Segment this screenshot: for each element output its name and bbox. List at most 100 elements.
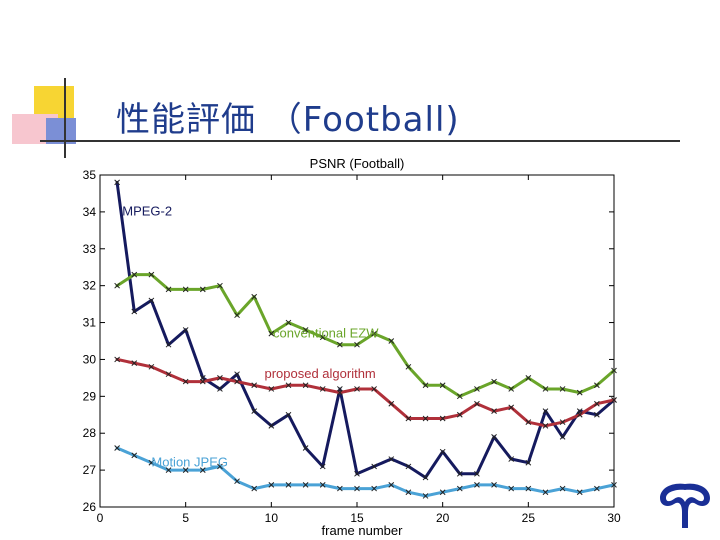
data-point-mjpeg xyxy=(268,482,275,488)
point-mark xyxy=(165,286,172,293)
data-point-ezw xyxy=(148,271,155,278)
point-mark xyxy=(422,382,429,389)
point-mark xyxy=(594,382,600,389)
data-point-mjpeg xyxy=(422,493,429,499)
data-point-mpeg2 xyxy=(319,463,326,470)
data-point-mpeg2 xyxy=(302,445,309,451)
data-point-ezw xyxy=(302,327,309,333)
data-point-proposed xyxy=(182,378,189,385)
point-mark xyxy=(148,297,155,304)
data-point-proposed xyxy=(114,356,120,363)
point-mark xyxy=(114,356,120,363)
data-point-mpeg2 xyxy=(114,179,120,186)
y-tick-label: 31 xyxy=(83,316,97,330)
point-mark xyxy=(268,482,275,488)
data-point-proposed xyxy=(576,411,583,418)
point-mark xyxy=(456,393,463,400)
data-point-proposed xyxy=(611,397,617,403)
data-point-proposed xyxy=(148,363,155,370)
data-point-proposed xyxy=(422,415,429,422)
x-tick-label: 20 xyxy=(436,511,450,525)
data-point-proposed xyxy=(525,419,532,426)
point-mark xyxy=(525,459,532,466)
point-mark xyxy=(559,419,566,426)
point-mark xyxy=(337,389,343,396)
data-point-mjpeg xyxy=(525,485,532,492)
data-point-proposed xyxy=(268,386,275,392)
point-mark xyxy=(474,386,480,392)
data-point-proposed xyxy=(508,404,515,411)
data-point-ezw xyxy=(439,382,446,389)
data-point-mjpeg xyxy=(337,485,343,492)
data-point-mjpeg xyxy=(576,489,583,496)
data-point-mjpeg xyxy=(354,485,360,492)
data-point-mpeg2 xyxy=(182,327,189,333)
y-tick-label: 30 xyxy=(83,352,97,366)
data-point-ezw xyxy=(611,367,617,374)
point-mark xyxy=(354,470,360,477)
point-mark xyxy=(439,382,446,389)
data-point-proposed xyxy=(251,382,258,389)
point-mark xyxy=(354,386,360,392)
data-point-mpeg2 xyxy=(217,386,223,392)
point-mark xyxy=(456,470,463,477)
data-point-proposed xyxy=(388,400,395,407)
data-point-mpeg2 xyxy=(268,422,275,429)
decor-square-blue xyxy=(46,118,76,144)
point-mark xyxy=(285,411,292,418)
point-mark xyxy=(302,445,309,451)
point-mark xyxy=(422,474,429,481)
point-mark xyxy=(508,386,515,392)
point-mark xyxy=(182,378,189,385)
data-point-proposed xyxy=(131,360,138,366)
data-point-mjpeg xyxy=(508,485,515,492)
axes: 0 5 10 15 20 25 30 26 27 28 29 30 31 32 33 34 35 xyxy=(83,168,621,525)
point-mark xyxy=(354,485,360,492)
data-point-ezw xyxy=(234,312,240,319)
point-mark xyxy=(422,415,429,422)
series-label-mjpeg: Motion JPEG xyxy=(151,454,228,469)
data-point-mpeg2 xyxy=(525,459,532,466)
university-logo-icon xyxy=(660,483,710,528)
data-point-ezw xyxy=(337,341,343,348)
data-point-mjpeg xyxy=(559,485,566,492)
point-mark xyxy=(474,400,480,407)
point-mark xyxy=(114,445,120,451)
data-point-proposed xyxy=(337,389,343,396)
point-mark xyxy=(474,470,480,477)
point-mark xyxy=(576,489,583,496)
data-point-ezw xyxy=(251,293,258,300)
data-point-proposed xyxy=(234,378,240,385)
point-mark xyxy=(337,341,343,348)
point-mark xyxy=(405,489,412,496)
data-point-mjpeg xyxy=(611,482,617,488)
data-point-mjpeg xyxy=(131,452,138,459)
data-point-mpeg2 xyxy=(508,456,515,462)
point-mark xyxy=(456,485,463,492)
y-tick-label: 27 xyxy=(83,463,97,477)
point-mark xyxy=(388,456,395,462)
series-line-proposed xyxy=(115,357,616,428)
annotation-layer: MPEG-2 conventional EZW proposed algorithm… xyxy=(122,204,379,470)
series-layer xyxy=(114,179,617,499)
point-mark xyxy=(525,419,532,426)
data-point-ezw xyxy=(354,341,360,348)
data-point-mpeg2 xyxy=(148,297,155,304)
data-point-mjpeg xyxy=(405,489,412,496)
data-point-mpeg2 xyxy=(165,341,172,348)
data-point-ezw xyxy=(319,334,326,341)
data-point-mpeg2 xyxy=(474,470,480,477)
data-point-proposed xyxy=(456,411,463,418)
point-mark xyxy=(165,341,172,348)
point-mark xyxy=(285,382,292,389)
point-mark xyxy=(422,493,429,499)
point-mark xyxy=(542,489,549,496)
point-mark xyxy=(319,334,326,341)
data-point-ezw xyxy=(114,282,120,289)
point-mark xyxy=(594,485,600,492)
data-point-proposed xyxy=(474,400,480,407)
x-tick-label: 0 xyxy=(97,511,104,525)
data-point-ezw xyxy=(525,375,532,381)
point-mark xyxy=(131,452,138,459)
point-mark xyxy=(371,463,377,470)
